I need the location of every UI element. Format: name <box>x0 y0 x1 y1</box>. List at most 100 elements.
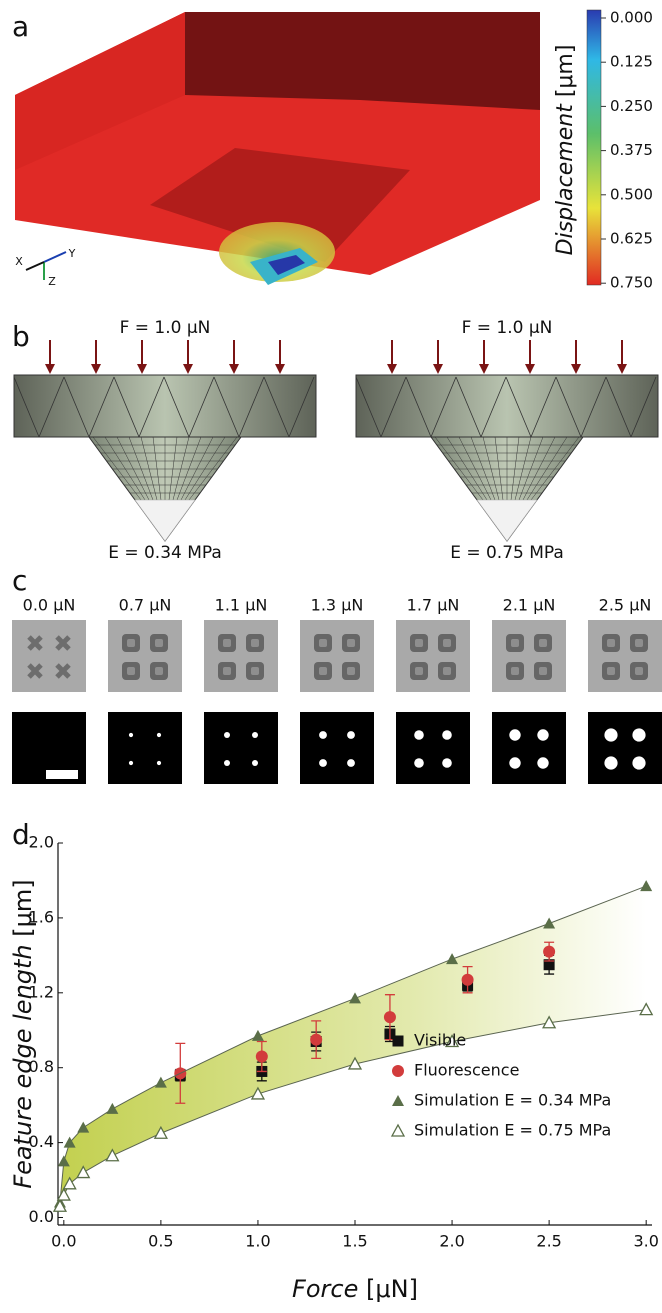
fluorescence-spot <box>509 757 520 768</box>
axis-triad-label: Y <box>68 247 76 260</box>
fluorescence-image <box>204 712 278 784</box>
force-arrow-head <box>387 364 397 374</box>
visible-image <box>588 620 662 692</box>
legend-label: Visible <box>414 1031 466 1050</box>
fluorescence-spot <box>347 731 355 739</box>
x-tick-label: 1.5 <box>342 1232 367 1251</box>
force-label: 2.5 μN <box>599 596 652 615</box>
feature-center <box>415 639 423 647</box>
mesh-tip <box>135 500 195 541</box>
feature-center <box>443 639 451 647</box>
fluorescence-spot <box>319 731 327 739</box>
fluorescence-spot <box>414 730 424 740</box>
mesh-tip <box>477 500 537 541</box>
force-arrow-head <box>617 364 627 374</box>
fluorescence-spot <box>537 757 548 768</box>
legend-label: Fluorescence <box>414 1061 519 1080</box>
fluorescence-spot <box>604 756 617 769</box>
marker-triangle <box>392 1125 404 1136</box>
fluorescence-spot <box>632 728 645 741</box>
marker-circle <box>543 946 555 958</box>
fluorescence-image <box>396 712 470 784</box>
fluorescence-spot <box>319 759 327 767</box>
feature-center <box>607 667 615 675</box>
figure: F = 1.0 μNE = 0.34 MPaF = 1.0 μNE = 0.75… <box>0 0 662 1313</box>
panel-label: a <box>12 10 29 43</box>
fluorescence-image <box>588 712 662 784</box>
slab <box>14 375 316 437</box>
marker-circle <box>310 1034 322 1046</box>
force-arrow-head <box>137 364 147 374</box>
marker-triangle <box>640 880 652 891</box>
visible-image <box>492 620 566 692</box>
x-tick-label: 2.0 <box>439 1232 464 1251</box>
visible-image <box>12 620 86 692</box>
x-tick-label: 0.0 <box>51 1232 76 1251</box>
label-part: Force <box>292 1275 358 1303</box>
feature-center <box>511 639 519 647</box>
colorbar-tick-label: 0.125 <box>610 53 653 71</box>
feature-center <box>539 639 547 647</box>
feature-center <box>127 639 135 647</box>
visible-image <box>396 620 470 692</box>
fluorescence-spot <box>252 732 258 738</box>
force-arrow-head <box>433 364 443 374</box>
modulus-label: E = 0.34 MPa <box>108 543 222 563</box>
feature-center <box>251 639 259 647</box>
fluorescence-spot <box>414 758 424 768</box>
label-part: Feature edge length <box>9 944 37 1188</box>
feature-center <box>347 639 355 647</box>
feature-center <box>635 667 643 675</box>
force-arrow-head <box>571 364 581 374</box>
fluorescence-spot <box>509 729 520 740</box>
fluorescence-spot <box>632 756 645 769</box>
force-label: F = 1.0 μN <box>462 318 553 338</box>
feature-center <box>155 667 163 675</box>
colorbar-tick-label: 0.250 <box>610 97 653 115</box>
label-part: [μN] <box>366 1275 418 1303</box>
fluorescence-spot <box>157 733 161 737</box>
feature-center <box>127 667 135 675</box>
force-label: 1.1 μN <box>215 596 268 615</box>
x-axis-label: Force [μN] <box>292 1275 418 1303</box>
panel-label: c <box>12 564 27 597</box>
label-part: [μm] <box>9 879 37 936</box>
fluorescence-spot <box>442 758 452 768</box>
x-tick-label: 0.5 <box>148 1232 173 1251</box>
fluorescence-spot <box>537 729 548 740</box>
feature-center <box>155 639 163 647</box>
fluorescence-spot <box>252 760 258 766</box>
marker-circle <box>384 1011 396 1023</box>
fluorescence-spot <box>157 761 161 765</box>
x-tick-label: 1.0 <box>245 1232 270 1251</box>
feature-center <box>415 667 423 675</box>
fem-render <box>15 10 601 285</box>
feature-center <box>223 639 231 647</box>
force-arrow-head <box>275 364 285 374</box>
colorbar-tick-label: 0.375 <box>610 141 653 159</box>
force-arrow-head <box>525 364 535 374</box>
force-label: 1.7 μN <box>407 596 460 615</box>
force-label: 0.7 μN <box>119 596 172 615</box>
colorbar-tick-label: 0.000 <box>610 9 653 27</box>
visible-image <box>204 620 278 692</box>
marker-square <box>393 1036 404 1047</box>
fluorescence-image <box>300 712 374 784</box>
feature-center <box>347 667 355 675</box>
feature-center <box>511 667 519 675</box>
force-label: 1.3 μN <box>311 596 364 615</box>
force-arrow-head <box>183 364 193 374</box>
x-tick-label: 2.5 <box>536 1232 561 1251</box>
fluorescence-spot <box>224 760 230 766</box>
feature-center <box>223 667 231 675</box>
marker-circle <box>256 1050 268 1062</box>
force-arrow-head <box>229 364 239 374</box>
y-axis-label: Feature edge length [μm] <box>9 879 37 1188</box>
feature-center <box>319 667 327 675</box>
force-arrow-head <box>91 364 101 374</box>
fluorescence-spot <box>347 759 355 767</box>
feature-center <box>443 667 451 675</box>
label-part: [μm] <box>553 45 578 98</box>
colorbar-tick-label: 0.500 <box>610 185 653 203</box>
